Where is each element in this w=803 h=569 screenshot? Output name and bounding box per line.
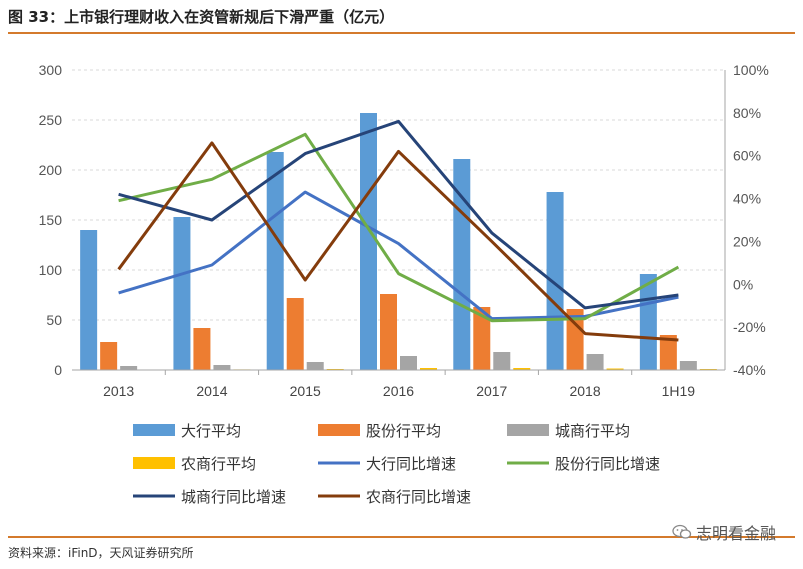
y-right-tick-label: 20% (733, 233, 761, 249)
bar (679, 361, 697, 370)
bar (100, 342, 118, 370)
legend-swatch (507, 424, 549, 436)
watermark: 志明看金融 (672, 520, 776, 544)
x-tick-label: 2018 (569, 383, 600, 399)
bar-group (80, 113, 717, 370)
bar (380, 294, 397, 370)
bar (286, 298, 304, 370)
y-right-tick-label: 60% (733, 148, 761, 164)
x-tick-label: 2016 (383, 383, 414, 399)
y-right-tick-label: -40% (733, 362, 766, 378)
series-line (118, 119, 679, 310)
x-tick-label: 2017 (476, 383, 507, 399)
legend-label: 城商行同比增速 (181, 488, 286, 506)
bar (606, 368, 624, 370)
bar (213, 365, 231, 370)
chart-title: 图 33：上市银行理财收入在资管新规后下滑严重（亿元） (8, 8, 395, 26)
x-tick-label: 2015 (290, 383, 321, 399)
y-left-tick-label: 150 (39, 212, 63, 228)
bar (659, 335, 677, 370)
bar (493, 352, 511, 370)
y-left-tick-label: 300 (39, 62, 63, 78)
y-right-tick-label: -20% (733, 319, 766, 335)
x-tick-label: 2013 (103, 383, 134, 399)
legend-swatch (133, 424, 175, 436)
legend-label: 股份行同比增速 (555, 455, 660, 473)
x-tick-label: 1H19 (662, 383, 696, 399)
bar (513, 368, 531, 370)
wechat-icon (672, 524, 692, 539)
bar (473, 307, 491, 370)
y-left-tick-label: 200 (39, 162, 63, 178)
bar (266, 152, 284, 370)
bar (120, 366, 138, 370)
series-line (117, 141, 679, 342)
line-group (117, 119, 680, 342)
series-line (118, 190, 679, 321)
y-left-tick-label: 250 (39, 112, 63, 128)
bottom-divider (8, 536, 795, 538)
bar (586, 354, 604, 370)
bar (420, 368, 437, 370)
bar (193, 328, 211, 370)
bar (546, 192, 564, 370)
legend-swatch (318, 424, 360, 436)
legend-label: 城商行平均 (555, 422, 630, 440)
bar (306, 362, 324, 370)
series-line (118, 132, 680, 323)
y-right-tick-label: 80% (733, 105, 761, 121)
legend-label: 大行同比增速 (366, 455, 456, 473)
bar (453, 159, 471, 370)
y-right-tick-label: 100% (733, 62, 769, 78)
bar (173, 217, 191, 370)
legend-label: 农商行平均 (181, 455, 256, 473)
bar (566, 309, 584, 370)
axes: 0 50 100 150 200 250 300 -40% -20% 0% 20% 40% 60% 80%… (39, 62, 769, 399)
y-right-tick-label: 0% (733, 276, 753, 292)
source-note: 资料来源：iFinD，天风证券研究所 (8, 546, 194, 560)
legend-label: 农商行同比增速 (366, 488, 471, 506)
y-right-tick-label: 40% (733, 191, 761, 207)
legend-label: 大行平均 (181, 422, 241, 440)
y-left-tick-label: 0 (54, 362, 62, 378)
bar (80, 230, 98, 370)
bar (360, 113, 377, 370)
bar (400, 356, 417, 370)
y-left-tick-label: 50 (46, 312, 62, 328)
legend-label: 股份行平均 (366, 422, 441, 440)
grid-lines (72, 69, 725, 321)
top-divider (8, 32, 795, 34)
y-left-tick-label: 100 (39, 262, 63, 278)
x-tick-label: 2014 (196, 383, 227, 399)
legend-swatch (133, 457, 175, 469)
watermark-text: 志明看金融 (696, 524, 777, 543)
